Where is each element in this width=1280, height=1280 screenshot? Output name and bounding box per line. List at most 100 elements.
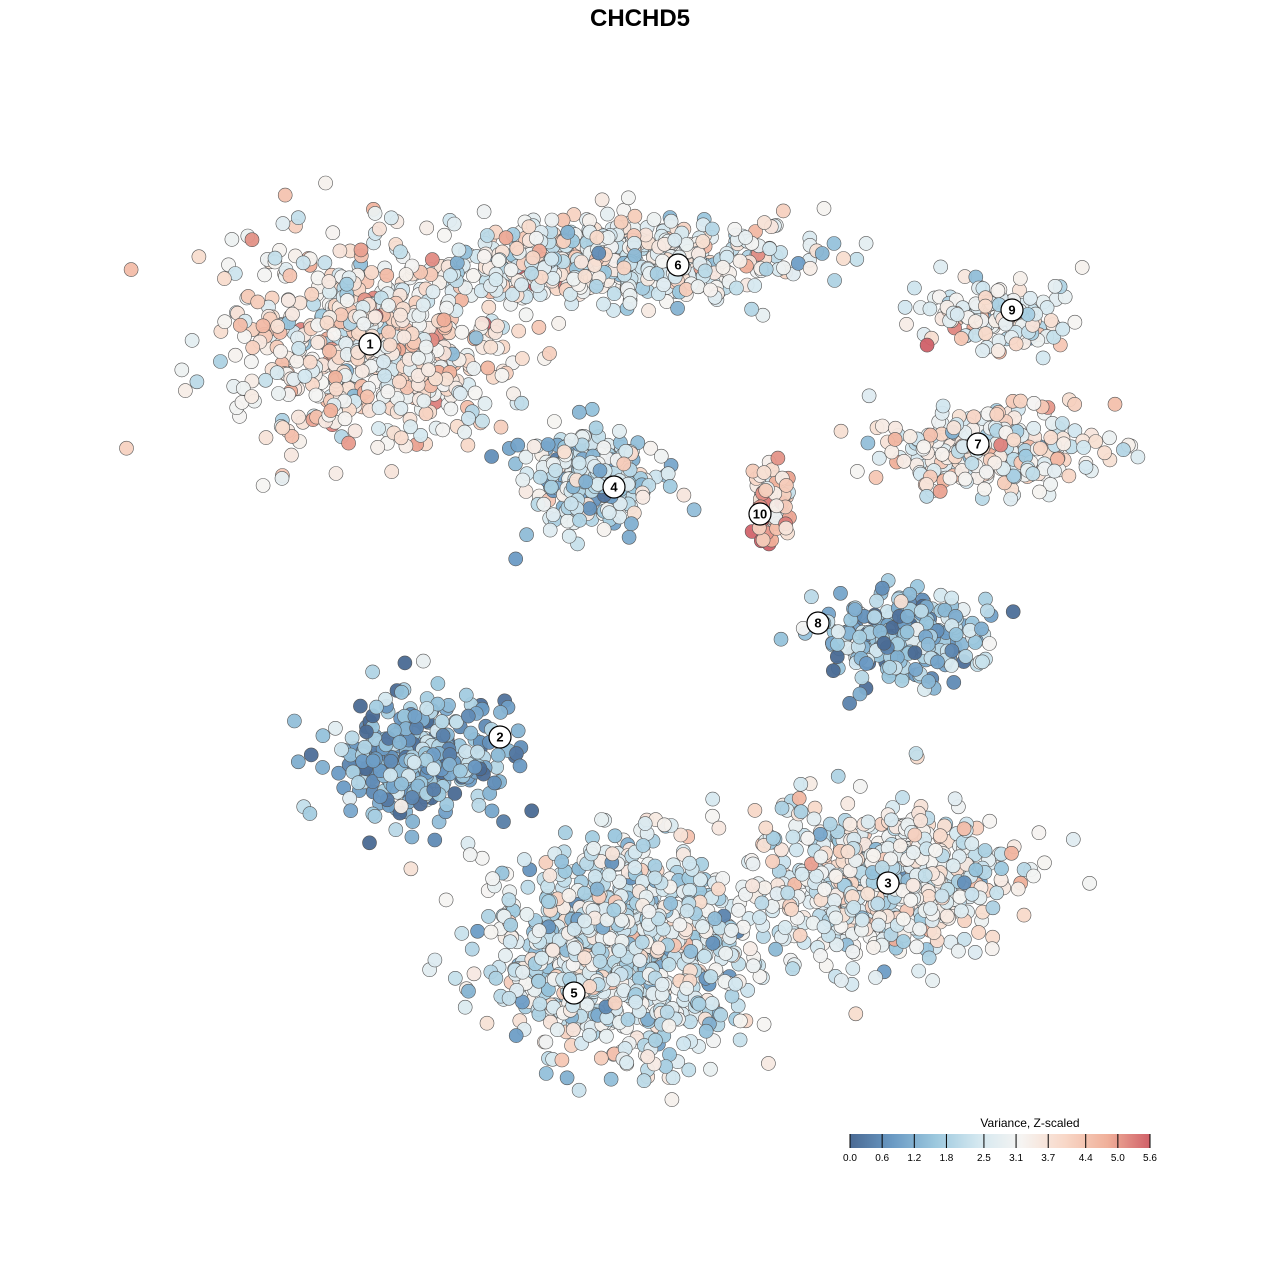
scatter-point (932, 828, 948, 844)
scatter-point (921, 889, 937, 904)
scatter-point (849, 251, 865, 267)
scatter-point (244, 389, 259, 404)
scatter-point (415, 653, 431, 669)
scatter-point (217, 271, 232, 286)
scatter-point (686, 502, 702, 518)
scatter-point (565, 1022, 581, 1037)
scatter-point (974, 621, 989, 637)
scatter-point (1107, 396, 1123, 412)
scatter-point (551, 316, 567, 331)
scatter-point (397, 655, 413, 671)
scatter-point (339, 276, 355, 292)
scatter-point (869, 593, 884, 609)
scatter-point (501, 892, 517, 908)
scatter-point (295, 255, 311, 271)
scatter-point (356, 316, 372, 332)
scatter-point (883, 812, 899, 828)
scatter-point (503, 917, 519, 933)
scatter-point (593, 1050, 609, 1066)
scatter-point (705, 791, 721, 807)
scatter-point (928, 843, 943, 858)
cluster-label: 5 (562, 981, 586, 1005)
scatter-point (584, 401, 600, 417)
scatter-point (980, 603, 995, 619)
scatter-point (364, 265, 379, 280)
scatter-point (606, 902, 622, 918)
scatter-point (596, 522, 612, 537)
scatter-point (944, 590, 960, 606)
scatter-point (1006, 468, 1022, 484)
scatter-point (792, 927, 808, 943)
scatter-point (854, 912, 870, 928)
scatter-point (840, 796, 856, 812)
points-layer (119, 175, 1146, 1107)
scatter-point (359, 389, 375, 405)
scatter-point (635, 838, 651, 853)
scatter-point (762, 241, 778, 256)
scatter-point (978, 326, 993, 341)
scatter-point (302, 354, 318, 370)
scatter-point (977, 481, 992, 497)
scatter-point (325, 225, 341, 240)
scatter-point (697, 263, 713, 279)
legend-tick-label: 0.0 (843, 1153, 857, 1164)
scatter-point (525, 250, 541, 266)
scatter-point (773, 631, 789, 647)
scatter-point (908, 746, 924, 761)
scatter-point (727, 222, 743, 237)
scatter-point (189, 374, 205, 390)
cluster-label-text: 3 (884, 876, 891, 891)
scatter-point (768, 941, 783, 957)
scatter-point (1031, 825, 1047, 841)
scatter-point (676, 1036, 691, 1051)
scatter-point (534, 950, 549, 966)
scatter-point (577, 950, 592, 966)
scatter-point (571, 1082, 587, 1098)
scatter-point (479, 228, 495, 243)
scatter-point (953, 903, 969, 919)
scatter-point (731, 902, 746, 918)
scatter-point (849, 464, 865, 479)
scatter-point (908, 662, 923, 677)
scatter-point (488, 970, 504, 986)
scatter-point (542, 868, 558, 883)
scatter-point (718, 946, 734, 961)
scatter-point (516, 852, 532, 867)
scatter-point (1026, 395, 1042, 411)
scatter-point (1005, 604, 1021, 620)
scatter-point (948, 627, 964, 642)
scatter-point (452, 763, 468, 779)
scatter-point (582, 501, 598, 516)
scatter-point (315, 760, 330, 775)
scatter-point (830, 624, 846, 640)
scatter-point (967, 944, 983, 960)
scatter-point (476, 249, 492, 264)
scatter-point (394, 776, 409, 792)
scatter-point (494, 367, 510, 383)
scatter-point (377, 368, 392, 384)
scatter-point (711, 820, 727, 836)
scatter-point (483, 924, 499, 940)
scatter-point (281, 292, 296, 308)
scatter-point (321, 274, 337, 289)
scatter-point (606, 286, 622, 302)
scatter-point (531, 319, 547, 335)
scatter-point (308, 387, 324, 403)
scatter-point (905, 845, 921, 860)
scatter-point (328, 466, 344, 481)
scatter-point (174, 362, 190, 378)
scatter-point (682, 1014, 698, 1030)
scatter-point (538, 1066, 554, 1081)
scatter-point (648, 1033, 663, 1048)
scatter-point (780, 885, 796, 901)
scatter-point (554, 854, 569, 869)
scatter-point (747, 803, 763, 818)
scatter-point (383, 767, 398, 783)
scatter-point (690, 279, 706, 295)
scatter-point (457, 999, 473, 1015)
scatter-point (672, 917, 688, 933)
scatter-point (704, 996, 720, 1011)
scatter-point (921, 674, 936, 689)
scatter-point (607, 995, 623, 1011)
scatter-point (975, 343, 990, 359)
